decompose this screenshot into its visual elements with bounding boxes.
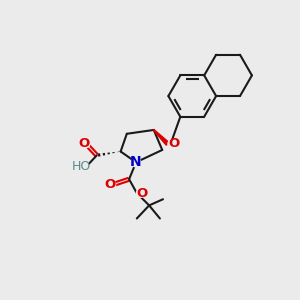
Circle shape xyxy=(131,158,141,167)
Text: HO: HO xyxy=(72,160,91,173)
Text: O: O xyxy=(136,187,148,200)
Text: O: O xyxy=(168,137,179,150)
Circle shape xyxy=(82,140,90,148)
Text: N: N xyxy=(130,155,142,169)
Circle shape xyxy=(168,140,176,148)
Circle shape xyxy=(136,189,145,197)
Polygon shape xyxy=(154,130,169,145)
Circle shape xyxy=(77,161,89,173)
Circle shape xyxy=(107,180,116,189)
Text: O: O xyxy=(104,178,116,191)
Text: O: O xyxy=(79,137,90,150)
